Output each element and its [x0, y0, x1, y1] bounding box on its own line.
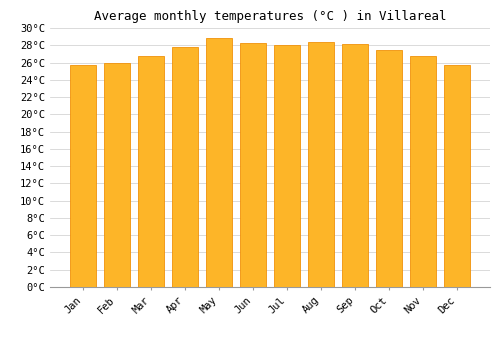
Bar [376, 50, 402, 287]
Bar [444, 65, 470, 287]
Title: Average monthly temperatures (°C ) in Villareal: Average monthly temperatures (°C ) in Vi… [94, 10, 447, 23]
Bar [172, 47, 198, 287]
Bar [206, 38, 232, 287]
Bar [240, 43, 266, 287]
Bar [104, 63, 130, 287]
Bar [308, 42, 334, 287]
Bar [410, 56, 436, 287]
Bar [342, 43, 368, 287]
Bar [274, 45, 300, 287]
Bar [70, 65, 96, 287]
Bar [138, 56, 164, 287]
